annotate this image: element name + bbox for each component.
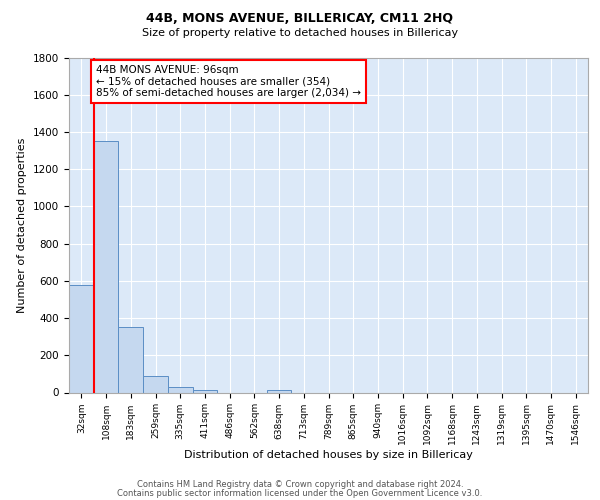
Text: 44B MONS AVENUE: 96sqm
← 15% of detached houses are smaller (354)
85% of semi-de: 44B MONS AVENUE: 96sqm ← 15% of detached… [96,65,361,98]
Bar [267,390,292,392]
Text: Contains public sector information licensed under the Open Government Licence v3: Contains public sector information licen… [118,488,482,498]
Bar [143,376,168,392]
Y-axis label: Number of detached properties: Number of detached properties [17,138,28,312]
Bar [118,328,143,392]
Bar [94,141,118,393]
Text: Size of property relative to detached houses in Billericay: Size of property relative to detached ho… [142,28,458,38]
Bar [168,388,193,392]
Bar [193,390,217,392]
Text: 44B, MONS AVENUE, BILLERICAY, CM11 2HQ: 44B, MONS AVENUE, BILLERICAY, CM11 2HQ [146,12,454,26]
Text: Contains HM Land Registry data © Crown copyright and database right 2024.: Contains HM Land Registry data © Crown c… [137,480,463,489]
Bar [69,284,94,393]
X-axis label: Distribution of detached houses by size in Billericay: Distribution of detached houses by size … [184,450,473,460]
